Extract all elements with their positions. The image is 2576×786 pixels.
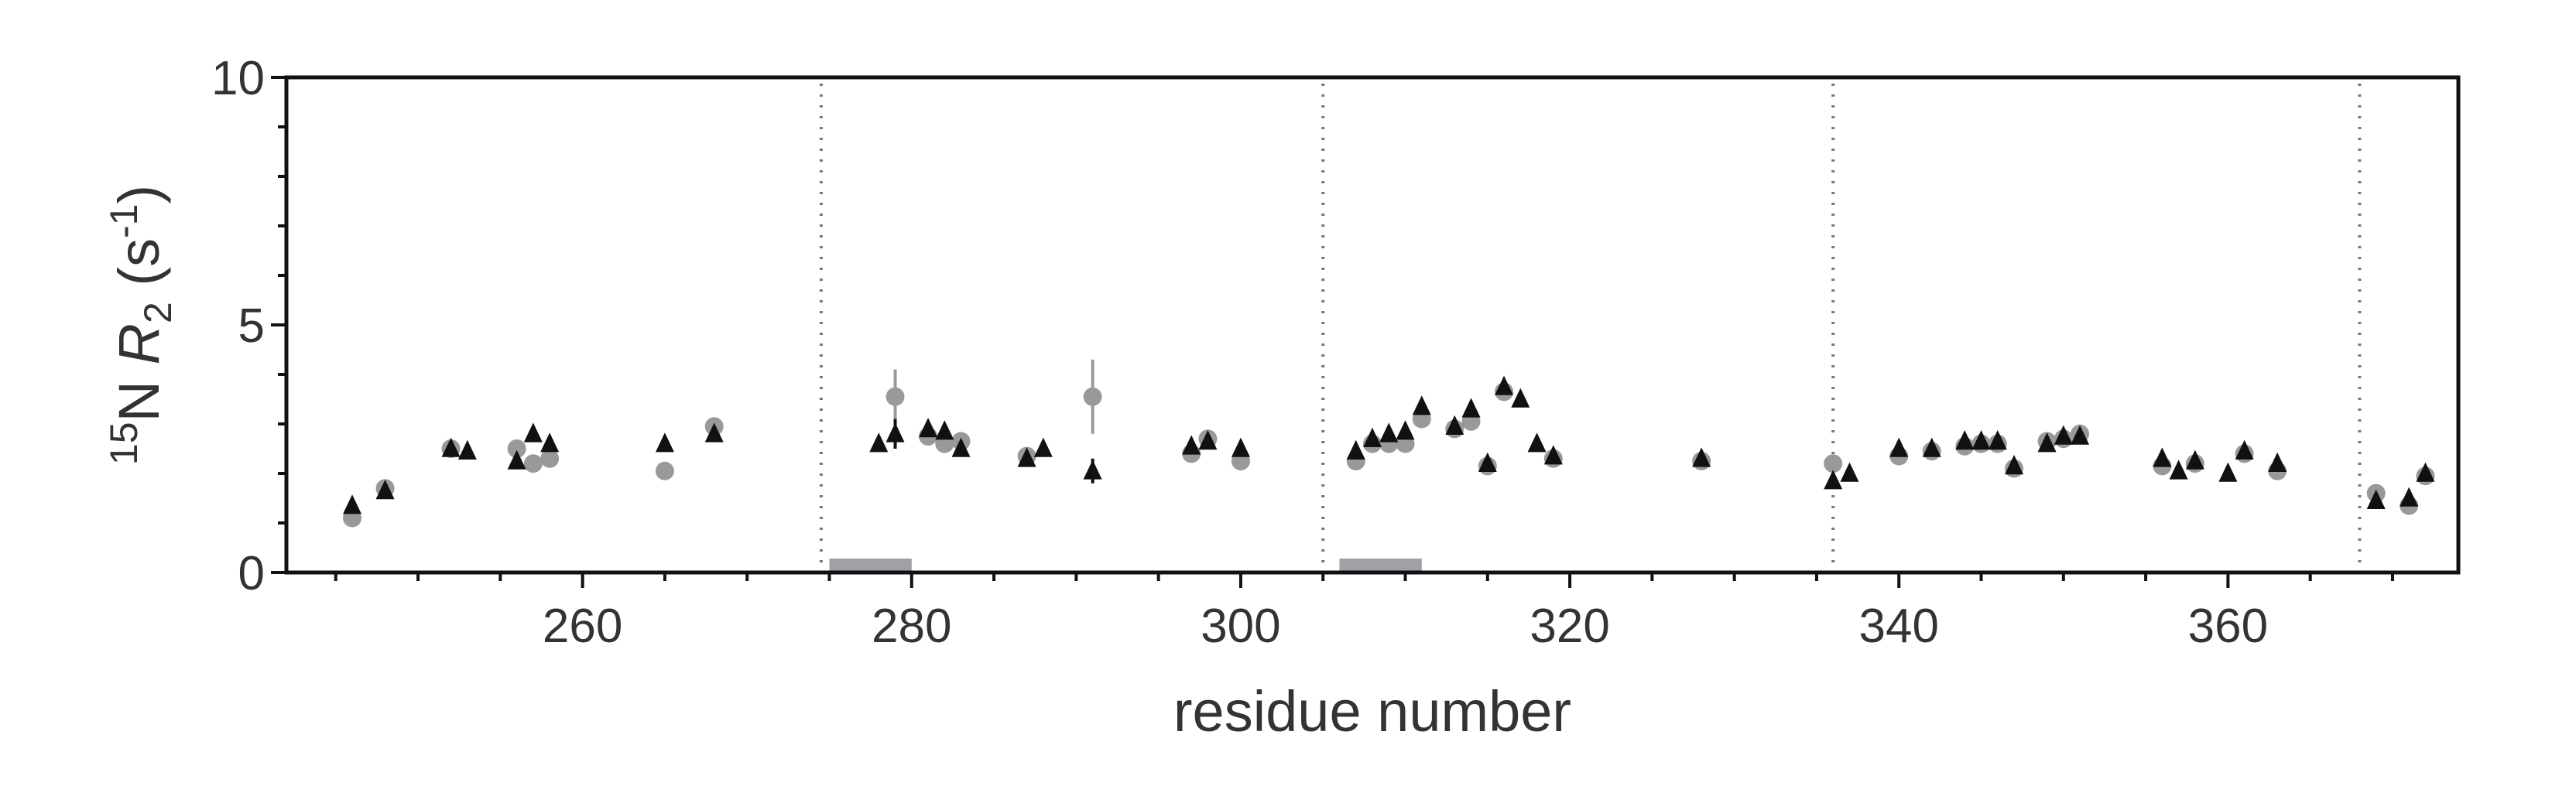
- triangle-point-361: [2235, 439, 2254, 460]
- triangle-point-345: [1971, 430, 1991, 450]
- triangle-point-350: [2054, 425, 2073, 445]
- triangle-point-268: [704, 422, 724, 443]
- triangle-point-317: [1511, 388, 1530, 408]
- triangle-point-256: [507, 449, 526, 470]
- circle-point-279: [886, 387, 905, 406]
- x-tick-label-280: 280: [872, 600, 951, 653]
- x-axis: 260 280 300 320 340 360: [334, 572, 2394, 653]
- triangle-point-310: [1396, 420, 1415, 440]
- x-axis-title: residue number: [1173, 679, 1571, 743]
- circle-point-258: [540, 449, 560, 468]
- x-tick-label-320: 320: [1530, 600, 1609, 653]
- triangle-point-307: [1346, 439, 1365, 460]
- plot-frame: [284, 75, 2461, 575]
- triangle-point-283: [951, 437, 971, 457]
- triangle-point-257: [523, 422, 543, 443]
- triangle-point-342: [1922, 437, 1941, 457]
- triangle-point-258: [540, 432, 560, 453]
- y-tick-label-10: 10: [211, 52, 265, 105]
- triangle-point-369: [2366, 489, 2386, 509]
- y-axis: 0 5 10: [211, 52, 286, 600]
- y-title-unit-close: ): [107, 185, 171, 204]
- triangle-point-357: [2169, 460, 2188, 480]
- triangle-point-252: [441, 437, 461, 457]
- circle-point-336: [1824, 454, 1843, 473]
- triangle-point-265: [655, 432, 674, 453]
- x-tick-label-360: 360: [2188, 600, 2268, 653]
- triangle-point-287: [1017, 447, 1036, 467]
- circle-point-256: [507, 439, 526, 458]
- triangle-point-316: [1495, 375, 1514, 395]
- y-tick-label-0: 0: [238, 547, 265, 600]
- y-tick-label-5: 5: [238, 299, 265, 353]
- triangle-point-300: [1231, 437, 1250, 457]
- triangle-point-314: [1461, 398, 1481, 418]
- triangle-point-371: [2400, 487, 2419, 507]
- triangle-point-351: [2071, 425, 2090, 445]
- triangle-point-356: [2153, 447, 2172, 467]
- y-title-prefix: N: [107, 364, 171, 422]
- triangle-point-346: [1988, 430, 2007, 450]
- triangle-point-344: [1955, 430, 1975, 450]
- x-tick-label-300: 300: [1201, 600, 1280, 653]
- y-title-prefix-sup: 15: [102, 422, 146, 465]
- triangle-point-279: [886, 422, 905, 443]
- circle-point-265: [655, 461, 674, 480]
- triangle-point-328: [1692, 447, 1711, 467]
- y-title-unit-open: (s: [107, 238, 171, 302]
- triangle-point-336: [1824, 470, 1843, 490]
- triangle-point-319: [1543, 445, 1563, 465]
- y-axis-title: 15N R2 (s-1): [102, 185, 180, 465]
- circle-point-257: [523, 454, 543, 473]
- triangle-point-298: [1198, 430, 1218, 450]
- triangle-point-337: [1840, 462, 1859, 482]
- triangle-point-278: [869, 432, 889, 453]
- region-bar-1: [829, 559, 912, 571]
- triangle-point-349: [2037, 432, 2057, 453]
- triangle-point-282: [935, 420, 954, 440]
- y-title-unit-sup: -1: [102, 204, 146, 238]
- triangle-point-248: [375, 480, 395, 500]
- y-title-symbol: R: [107, 323, 171, 364]
- circle-point-291: [1083, 387, 1102, 406]
- triangle-point-308: [1363, 427, 1382, 447]
- triangle-point-360: [2218, 462, 2238, 482]
- triangle-point-253: [457, 439, 477, 460]
- triangle-point-318: [1527, 432, 1547, 453]
- region-bar-2: [1339, 559, 1422, 571]
- triangle-point-311: [1412, 395, 1431, 415]
- triangle-point-315: [1478, 452, 1497, 472]
- triangle-point-372: [2416, 462, 2435, 482]
- x-tick-label-260: 260: [543, 600, 622, 653]
- y-title-symbol-sub: 2: [136, 302, 180, 323]
- plot-content: [343, 84, 2435, 571]
- triangle-point-288: [1033, 437, 1053, 457]
- triangle-point-291: [1083, 460, 1102, 480]
- x-tick-label-340: 340: [1859, 600, 1939, 653]
- triangle-point-358: [2185, 449, 2204, 470]
- triangle-point-340: [1889, 437, 1909, 457]
- triangle-point-246: [343, 494, 362, 514]
- triangle-point-309: [1379, 422, 1399, 443]
- triangle-point-313: [1445, 415, 1464, 435]
- triangle-point-281: [919, 418, 938, 438]
- triangle-point-347: [2005, 455, 2024, 475]
- triangle-point-297: [1182, 435, 1201, 455]
- triangle-point-363: [2268, 452, 2287, 472]
